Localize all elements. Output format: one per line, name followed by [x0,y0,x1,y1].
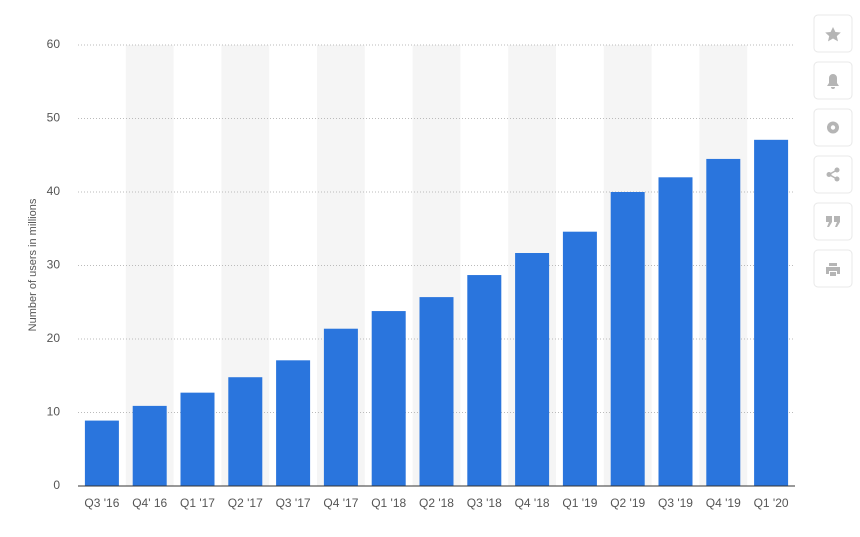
x-tick-label: Q4 '18 [515,496,550,510]
x-tick-label: Q1 '17 [180,496,215,510]
y-axis-label: Number of users in millions [27,198,39,331]
notification-button[interactable] [813,61,853,100]
x-tick-label: Q2 '18 [419,496,454,510]
bar [371,311,406,486]
bar [754,139,789,486]
bar [467,275,502,486]
cite-button[interactable] [813,202,853,241]
bar [706,158,741,487]
bar [180,392,215,486]
bar [610,192,645,486]
y-tick-label: 60 [47,37,61,51]
y-tick-label: 20 [47,331,61,345]
share-button[interactable] [813,155,853,194]
bar [515,253,550,486]
x-tick-label: Q1 '18 [371,496,406,510]
bar [658,177,693,487]
bar [276,360,311,486]
x-tick-label: Q3 '17 [276,496,311,510]
y-tick-label: 10 [47,405,61,419]
x-tick-label: Q2 '19 [610,496,645,510]
x-tick-label: Q4 '19 [706,496,741,510]
x-tick-label: Q1 '20 [754,496,789,510]
x-tick-label: Q3 '16 [84,496,119,510]
x-tick-label: Q2 '17 [228,496,263,510]
y-tick-label: 40 [47,184,61,198]
y-tick-label: 0 [53,478,60,492]
favorite-button[interactable] [813,14,853,53]
x-tick-label: Q1 '19 [562,496,597,510]
x-tick-label: Q4 '17 [323,496,358,510]
x-tick-label: Q3 '18 [467,496,502,510]
bar [562,231,597,486]
settings-button[interactable] [813,108,853,147]
print-button[interactable] [813,249,853,288]
bar [228,377,263,486]
y-tick-label: 50 [47,111,61,125]
bar [132,405,167,486]
y-tick-label: 30 [47,258,61,272]
x-tick-label: Q4' 16 [132,496,167,510]
bar [84,420,119,486]
x-tick-label: Q3 '19 [658,496,693,510]
bar [419,297,454,486]
bar [323,328,358,486]
